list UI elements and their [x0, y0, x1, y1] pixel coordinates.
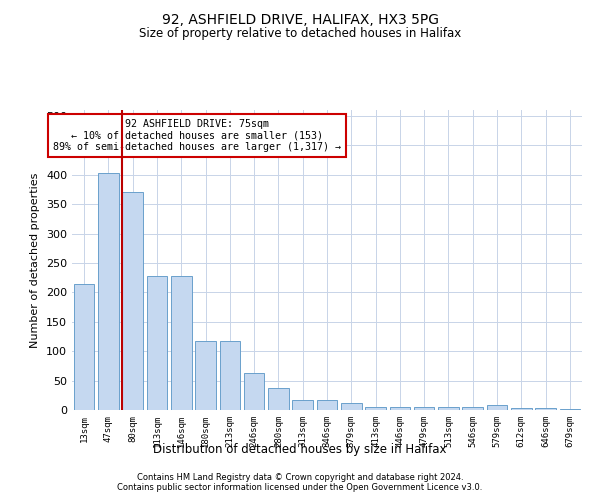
Bar — [146, 276, 167, 410]
Bar — [244, 373, 265, 410]
Bar — [268, 388, 289, 410]
Bar — [171, 276, 191, 410]
Bar — [365, 407, 386, 410]
Bar — [463, 407, 483, 410]
Text: 92, ASHFIELD DRIVE, HALIFAX, HX3 5PG: 92, ASHFIELD DRIVE, HALIFAX, HX3 5PG — [161, 12, 439, 26]
Text: Contains public sector information licensed under the Open Government Licence v3: Contains public sector information licen… — [118, 484, 482, 492]
Bar — [535, 408, 556, 410]
Bar — [317, 400, 337, 410]
Bar — [98, 173, 119, 410]
Bar — [220, 340, 240, 410]
Bar — [292, 400, 313, 410]
Bar — [195, 340, 216, 410]
Text: Distribution of detached houses by size in Halifax: Distribution of detached houses by size … — [153, 444, 447, 456]
Text: Size of property relative to detached houses in Halifax: Size of property relative to detached ho… — [139, 28, 461, 40]
Text: Contains HM Land Registry data © Crown copyright and database right 2024.: Contains HM Land Registry data © Crown c… — [137, 474, 463, 482]
Bar — [389, 407, 410, 410]
Bar — [438, 407, 459, 410]
Bar — [511, 408, 532, 410]
Bar — [414, 407, 434, 410]
Bar — [122, 192, 143, 410]
Bar — [487, 406, 508, 410]
Bar — [74, 284, 94, 410]
Text: 92 ASHFIELD DRIVE: 75sqm
← 10% of detached houses are smaller (153)
89% of semi-: 92 ASHFIELD DRIVE: 75sqm ← 10% of detach… — [53, 119, 341, 152]
Y-axis label: Number of detached properties: Number of detached properties — [31, 172, 40, 348]
Bar — [341, 403, 362, 410]
